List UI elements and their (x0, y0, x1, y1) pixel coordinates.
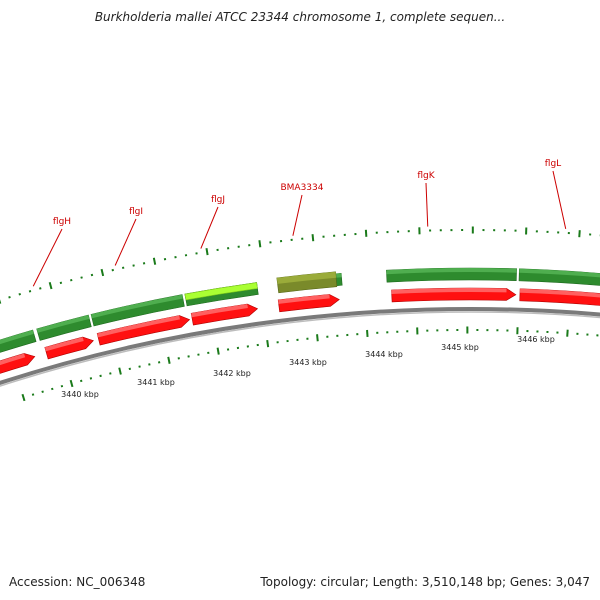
cds-arrow-highlight (191, 304, 248, 318)
inner-tick (167, 356, 171, 364)
inner-tick (31, 393, 35, 396)
gene-segment-highlight (386, 268, 517, 275)
inner-tick (41, 390, 44, 393)
accession-text: Accession: NC_006348 (9, 575, 146, 589)
gene-label: flgJ (211, 195, 225, 205)
gene-label: BMA3334 (280, 183, 323, 193)
backbone-outer (0, 307, 600, 386)
inner-tick (69, 379, 74, 388)
gene-label: flgI (129, 207, 143, 217)
cds-arrow-highlight (278, 294, 330, 304)
outer-tick (39, 287, 42, 290)
inner-tick (79, 379, 83, 383)
kbp-label: 3440 kbp (61, 390, 99, 399)
gene-leader-line (200, 206, 219, 249)
outer-tick (28, 290, 32, 293)
outer-tick (48, 281, 53, 290)
gene-segment-highlight (36, 315, 90, 333)
gene-segment-highlight (0, 330, 34, 345)
inner-tick (21, 393, 26, 402)
outer-tick (100, 268, 105, 277)
outer-tick (8, 296, 11, 299)
gene-label: flgK (417, 171, 435, 181)
gene-segment-highlight (335, 273, 342, 278)
cds-arrow-highlight (0, 353, 26, 366)
outer-tick (59, 281, 63, 285)
kbp-label: 3446 kbp (517, 335, 555, 344)
gene-leader-line (425, 182, 429, 227)
outer-tick (18, 293, 21, 296)
gene-leader-line (552, 170, 567, 229)
gene-label: flgH (53, 217, 71, 227)
outer-tick (205, 248, 209, 256)
inner-tick (316, 334, 319, 342)
gene-segment-highlight (91, 294, 183, 319)
kbp-label: 3442 kbp (213, 369, 251, 378)
gene-leader-line (292, 194, 303, 236)
inner-tick (89, 377, 93, 380)
kbp-label: 3444 kbp (365, 350, 403, 359)
kbp-label: 3445 kbp (441, 343, 479, 352)
outer-tick (311, 234, 315, 242)
inner-tick (60, 384, 64, 388)
cds-arrow-highlight (97, 315, 180, 338)
backbone-inner (0, 311, 600, 387)
kbp-label: 3441 kbp (137, 378, 175, 387)
gene-leader-line (114, 218, 137, 266)
outer-tick (258, 240, 262, 248)
pseudo-segment-highlight (276, 271, 337, 284)
gene-label: flgL (545, 159, 561, 169)
highlight-segment (184, 282, 258, 301)
map-title: Burkholderia mallei ATCC 23344 chromosom… (94, 10, 506, 24)
ticks-layer (0, 226, 600, 402)
kbp-label: 3443 kbp (289, 358, 327, 367)
labels-layer: flgH flgI flgJ BMA3334 flgK flgL 3440 kbp 3441 … (32, 159, 567, 399)
gene-leader-line (32, 228, 63, 287)
inner-tick (216, 347, 220, 355)
genome-summary-text: Topology: circular; Length: 3,510,148 bp… (260, 575, 590, 589)
cds-arrow-highlight (391, 287, 507, 294)
cds-arrow-highlight (44, 337, 84, 352)
gene-segment-highlight (519, 268, 600, 278)
inner-tick (266, 340, 270, 348)
inner-tick (118, 367, 122, 375)
inner-tick (51, 387, 54, 391)
features-layer (0, 267, 600, 374)
outer-tick (152, 257, 157, 265)
cds-arrow-highlight (519, 288, 600, 298)
backbone-layer (0, 307, 600, 387)
